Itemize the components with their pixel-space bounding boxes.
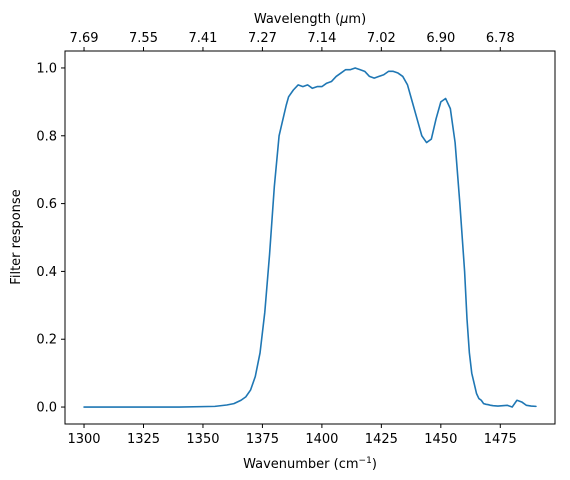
x-axis-label: Wavenumber (cm−1) (243, 456, 377, 472)
x-tick-label: 1375 (246, 432, 279, 447)
top-tick-label: 7.69 (70, 31, 99, 46)
x-tick-label: 1450 (424, 432, 457, 447)
x-tick-label: 1425 (365, 432, 398, 447)
top-tick-label: 7.27 (248, 31, 277, 46)
y-axis-label: Filter response (9, 189, 24, 284)
x-tick-label: 1300 (67, 432, 100, 447)
x-tick-label: 1325 (127, 432, 160, 447)
y-tick-label: 1.0 (36, 61, 57, 76)
y-axis: 0.0 0.2 0.4 0.6 0.8 1.0 (36, 61, 65, 416)
top-tick-label: 6.78 (486, 31, 515, 46)
y-tick-label: 0.2 (36, 333, 57, 348)
top-tick-label: 7.14 (307, 31, 336, 46)
y-tick-label: 0.6 (36, 197, 57, 212)
plot-area (83, 67, 537, 408)
y-tick-label: 0.0 (36, 401, 57, 416)
top-tick-label: 7.41 (188, 31, 217, 46)
filter-response-line (83, 67, 537, 408)
top-x-axis: 7.69 7.55 7.41 7.27 7.14 7.02 6.90 6.78 (70, 31, 515, 51)
x-tick-label: 1400 (305, 432, 338, 447)
x-tick-label: 1350 (186, 432, 219, 447)
top-tick-label: 6.90 (426, 31, 455, 46)
x-tick-label: 1475 (484, 432, 517, 447)
top-tick-label: 7.55 (129, 31, 158, 46)
y-tick-label: 0.8 (36, 129, 57, 144)
bottom-x-axis: 1300 1325 1350 1375 1400 1425 1450 1475 (67, 424, 517, 447)
axes-frame (64, 50, 556, 425)
y-tick-label: 0.4 (36, 265, 57, 280)
top-x-axis-label: Wavelength (μm) (254, 12, 366, 27)
top-tick-label: 7.02 (367, 31, 396, 46)
